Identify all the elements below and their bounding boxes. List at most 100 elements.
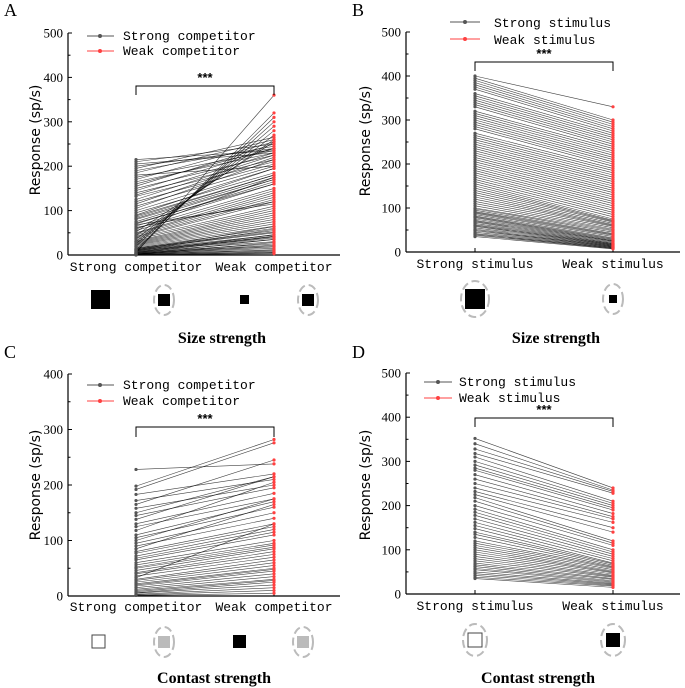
pair-line (474, 456, 614, 502)
weak-point (272, 527, 276, 532)
weak-point (272, 120, 276, 124)
weak-point (272, 151, 276, 155)
tiny-black-square-icon (609, 295, 617, 303)
strong-point (134, 517, 138, 522)
weak-point (272, 480, 276, 484)
pair-line (474, 137, 614, 174)
pair-line (474, 126, 614, 165)
strong-point (473, 499, 477, 503)
weak-point (272, 175, 276, 179)
strong-point (473, 171, 477, 175)
pair-line (474, 185, 614, 221)
weak-point (611, 204, 615, 208)
x-category-label: Weak competitor (215, 260, 332, 275)
strong-point (473, 98, 477, 102)
y-tick-label: 100 (382, 201, 402, 216)
pair-line (135, 143, 275, 187)
panel-caption: Contast strength (481, 670, 595, 687)
strong-point (134, 533, 138, 537)
weak-point (272, 583, 276, 587)
weak-point (272, 237, 276, 242)
pair-line (135, 212, 275, 242)
pair-line (135, 117, 275, 250)
pair-line (474, 196, 614, 226)
x-category-label: Strong stimulus (416, 599, 533, 614)
pair-line (474, 531, 614, 565)
pair-line (474, 207, 614, 232)
plot-area: 0 100 200 300 400 500 (44, 26, 340, 263)
strong-point (473, 81, 477, 85)
weak-point (272, 475, 276, 479)
pair-line (135, 554, 275, 575)
y-tick-label: 400 (44, 367, 64, 382)
strong-point (134, 184, 138, 188)
pair-line (135, 252, 275, 255)
weak-point (611, 127, 615, 131)
significance-bracket (474, 417, 614, 427)
strong-point (473, 109, 477, 113)
x-category-label: Strong competitor (70, 260, 203, 275)
pair-line (474, 181, 614, 218)
pair-line (474, 231, 614, 248)
pair-line (135, 190, 275, 231)
legend-label-strong: Strong competitor (123, 29, 256, 44)
strong-point (473, 523, 477, 528)
weak-point (611, 153, 615, 157)
pair-line (474, 228, 614, 247)
strong-point (134, 237, 138, 241)
pair-line (474, 124, 614, 163)
pair-line (474, 211, 614, 235)
panel-caption: Size strength (512, 330, 600, 347)
pair-line (474, 154, 614, 191)
strong-point (134, 213, 138, 217)
strong-point (473, 125, 477, 129)
weak-point (272, 220, 276, 224)
large-black-square-icon (91, 290, 110, 309)
weak-point (272, 500, 276, 504)
weak-point (272, 483, 276, 487)
strong-point (473, 103, 477, 107)
y-tick-label: 400 (382, 410, 402, 425)
weak-point (611, 151, 615, 155)
weak-point (611, 184, 615, 188)
weak-point (272, 497, 276, 501)
pair-line (135, 154, 275, 200)
pair-line (474, 448, 614, 492)
pair-line (474, 578, 614, 588)
pair-line (474, 148, 614, 185)
pair-line (135, 476, 275, 520)
pair-line (135, 152, 275, 196)
weak-point (272, 563, 276, 568)
strong-point (473, 520, 477, 524)
strong-point (473, 451, 477, 456)
pair-line (135, 253, 275, 256)
pair-line (474, 174, 614, 211)
dashed-ring-icon (292, 626, 314, 658)
strong-point (473, 541, 477, 545)
pair-line (474, 483, 614, 520)
strong-point (473, 191, 477, 195)
strong-point (473, 155, 477, 159)
pair-line (474, 106, 614, 147)
strong-point (473, 92, 477, 96)
pair-line (135, 439, 275, 487)
pair-line (474, 547, 614, 572)
pair-line (135, 219, 275, 245)
significance-bracket (135, 426, 275, 437)
strong-point (473, 510, 477, 514)
weak-point (272, 135, 276, 139)
pair-line (135, 579, 275, 591)
weak-point (272, 144, 276, 148)
pair-line (474, 80, 614, 123)
tiny-black-square-icon (240, 295, 249, 304)
weak-point (272, 252, 276, 256)
strong-point (134, 244, 138, 248)
weak-point (611, 125, 615, 129)
pair-line (135, 544, 275, 568)
pair-line (474, 157, 614, 193)
pair-line (474, 203, 614, 230)
y-tick-label: 300 (382, 113, 402, 128)
pair-line (474, 209, 614, 234)
pair-line (474, 508, 614, 551)
weak-point (611, 140, 615, 144)
